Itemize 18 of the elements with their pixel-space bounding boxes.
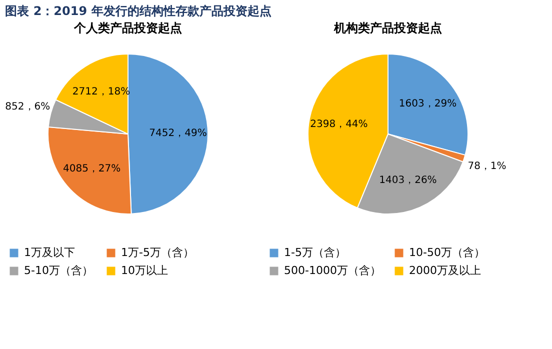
legend-label: 1万及以下 bbox=[24, 246, 75, 259]
data-label: 1603，29% bbox=[398, 98, 457, 110]
data-label: 1403，26% bbox=[379, 174, 437, 186]
data-label: 852，6% bbox=[5, 102, 50, 113]
data-label: 2398，44% bbox=[310, 119, 368, 130]
data-label: 4085，27% bbox=[62, 164, 121, 175]
chart-title: 机构类产品投资起点 bbox=[333, 21, 442, 35]
legend-label: 5-10万（含） bbox=[24, 264, 93, 277]
legend-label: 1万-5万（含） bbox=[121, 246, 194, 259]
legend-label: 500-1000万（含） bbox=[284, 264, 381, 277]
chart-title: 个人类产品投资起点 bbox=[73, 21, 182, 35]
legend-label: 10万以上 bbox=[121, 264, 168, 277]
legend-label: 2000万及以上 bbox=[409, 264, 481, 277]
text: 图表 2：2019 年发行的结构性存款产品投资起点 bbox=[5, 4, 272, 18]
data-label: 78，1% bbox=[468, 160, 506, 172]
legend-label: 1-5万（含） bbox=[284, 246, 346, 259]
data-label: 7452，49% bbox=[149, 128, 207, 139]
legend-label: 10-50万（含） bbox=[409, 246, 485, 259]
